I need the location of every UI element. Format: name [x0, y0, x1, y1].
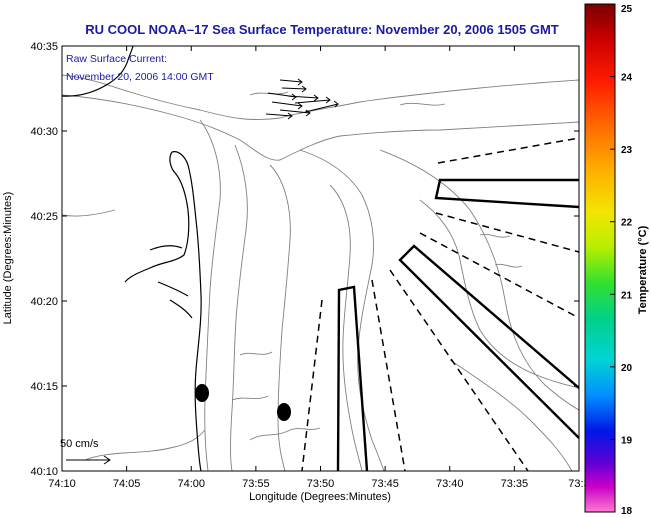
bathymetry-contour [230, 144, 248, 472]
station-marker [195, 384, 209, 402]
colorbar-tick-label: 18 [621, 506, 633, 517]
y-tick-label: 40:15 [30, 381, 58, 393]
bathymetry-contour [249, 427, 321, 441]
y-tick-label: 40:35 [30, 41, 58, 53]
bathymetry-contour [449, 359, 573, 472]
colorbar-tick-label: 23 [621, 145, 633, 156]
y-tick-label: 40:30 [30, 126, 58, 138]
coastline-segment [61, 45, 134, 97]
coastline [61, 45, 202, 472]
current-annotation-line1: Raw Surface Current: [66, 53, 167, 65]
bathymetry-contour [479, 233, 523, 268]
x-tick-labels: 74:10 74:05 74:00 73:55 73:50 73:45 73:4… [48, 478, 589, 490]
coastline-segment [124, 151, 190, 283]
scale-arrow-icon [66, 455, 111, 465]
y-axis-label: Latitude (Degrees:Minutes) [2, 192, 14, 325]
y-tick-label: 40:20 [30, 296, 58, 308]
dashed-beam [419, 232, 580, 319]
y-tick-labels: 40:35 40:30 40:25 40:20 40:15 40:10 [30, 41, 58, 478]
current-vector [294, 96, 331, 104]
current-vector [281, 85, 307, 93]
current-vector [279, 78, 303, 86]
beam-footprint-south [336, 285, 369, 472]
current-vector [265, 112, 293, 120]
colorbar-tick-labels: 25 24 23 22 21 20 19 18 [621, 4, 633, 517]
current-vectors [265, 78, 339, 120]
colorbar-tick-label: 19 [621, 435, 633, 446]
x-tick-label: 73:35 [501, 478, 529, 490]
bathymetry-contour [269, 164, 291, 472]
dashed-beam [389, 269, 529, 472]
x-tick-label: 73:45 [371, 478, 399, 490]
dashed-beams [301, 137, 580, 472]
bathymetry-contour [199, 119, 221, 472]
dashed-beam [301, 299, 323, 472]
current-vector [287, 94, 319, 102]
x-tick-label: 74:05 [113, 478, 141, 490]
y-tick-label: 40:25 [30, 211, 58, 223]
bathymetry-contour [61, 94, 580, 161]
beam-footprint-north [434, 178, 580, 209]
current-annotation-line2: November 20, 2006 14:00 GMT [66, 71, 214, 83]
x-tick-label: 73:40 [436, 478, 464, 490]
bathymetry-contour [61, 74, 580, 120]
colorbar-tick-label: 25 [621, 4, 633, 15]
colorbar [584, 3, 616, 513]
bathymetry-contour [299, 149, 385, 472]
beam-footprint-east [398, 244, 580, 439]
colorbar-tick-label: 22 [621, 218, 633, 229]
bathymetry-contour [379, 149, 580, 411]
colorbar-tick-label: 24 [621, 73, 633, 84]
map-background [62, 46, 579, 471]
current-vector [304, 100, 339, 113]
map-title: RU COOL NOAA–17 Sea Surface Temperature:… [85, 22, 559, 37]
beam-footprints [336, 178, 580, 472]
axis-ticks [61, 45, 580, 472]
bathymetry-contours [61, 74, 580, 472]
dashed-beam [435, 212, 580, 253]
coastline-segment [149, 245, 193, 319]
x-tick-label: 74:10 [48, 478, 76, 490]
coastline-segment [171, 151, 202, 472]
scale-label: 50 cm/s [60, 438, 99, 450]
bathymetry-contour [419, 199, 580, 389]
colorbar-tick-label: 20 [621, 363, 633, 374]
x-tick-label: 74:00 [177, 478, 205, 490]
current-vector [271, 101, 303, 110]
bathymetry-contour [329, 184, 363, 472]
x-tick-label: 73:55 [242, 478, 270, 490]
y-tick-label: 40:10 [30, 466, 58, 478]
colorbar-label: Temperature (°C) [637, 225, 649, 314]
bathymetry-contour [231, 351, 273, 401]
x-tick-label: 73:3 [568, 478, 589, 490]
x-tick-label: 73:50 [307, 478, 335, 490]
x-axis-label: Longitude (Degrees:Minutes) [249, 491, 391, 503]
dashed-beam [371, 279, 406, 472]
colorbar-ticks [610, 3, 615, 513]
station-marker [277, 403, 291, 421]
colorbar-tick-label: 21 [621, 290, 633, 301]
